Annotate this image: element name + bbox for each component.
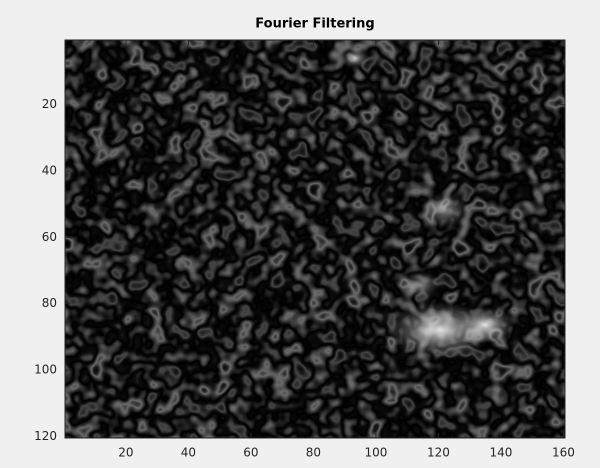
blob xyxy=(455,307,515,343)
x-tick-label: 160 xyxy=(552,446,575,460)
y-tick-label: 40 xyxy=(42,164,57,178)
blob xyxy=(420,192,470,228)
blob xyxy=(340,48,370,68)
x-tick-label: 40 xyxy=(181,446,196,460)
y-tick-label: 100 xyxy=(34,363,57,377)
x-tick-label: 100 xyxy=(364,446,387,460)
x-tick-label: 120 xyxy=(427,446,450,460)
x-tick-label: 60 xyxy=(243,446,258,460)
image-texture xyxy=(65,40,565,438)
chart-title: Fourier Filtering xyxy=(255,17,374,32)
y-tick-label: 20 xyxy=(42,97,57,111)
blob xyxy=(400,271,440,299)
x-tick-label: 80 xyxy=(306,446,321,460)
x-tick-label: 20 xyxy=(118,446,133,460)
y-tick-label: 60 xyxy=(42,230,57,244)
y-tick-label: 80 xyxy=(42,296,57,310)
axes-box xyxy=(64,39,566,439)
image xyxy=(65,40,565,438)
bright-region xyxy=(340,48,515,358)
y-tick-label: 120 xyxy=(34,429,57,443)
x-tick-label: 140 xyxy=(489,446,512,460)
